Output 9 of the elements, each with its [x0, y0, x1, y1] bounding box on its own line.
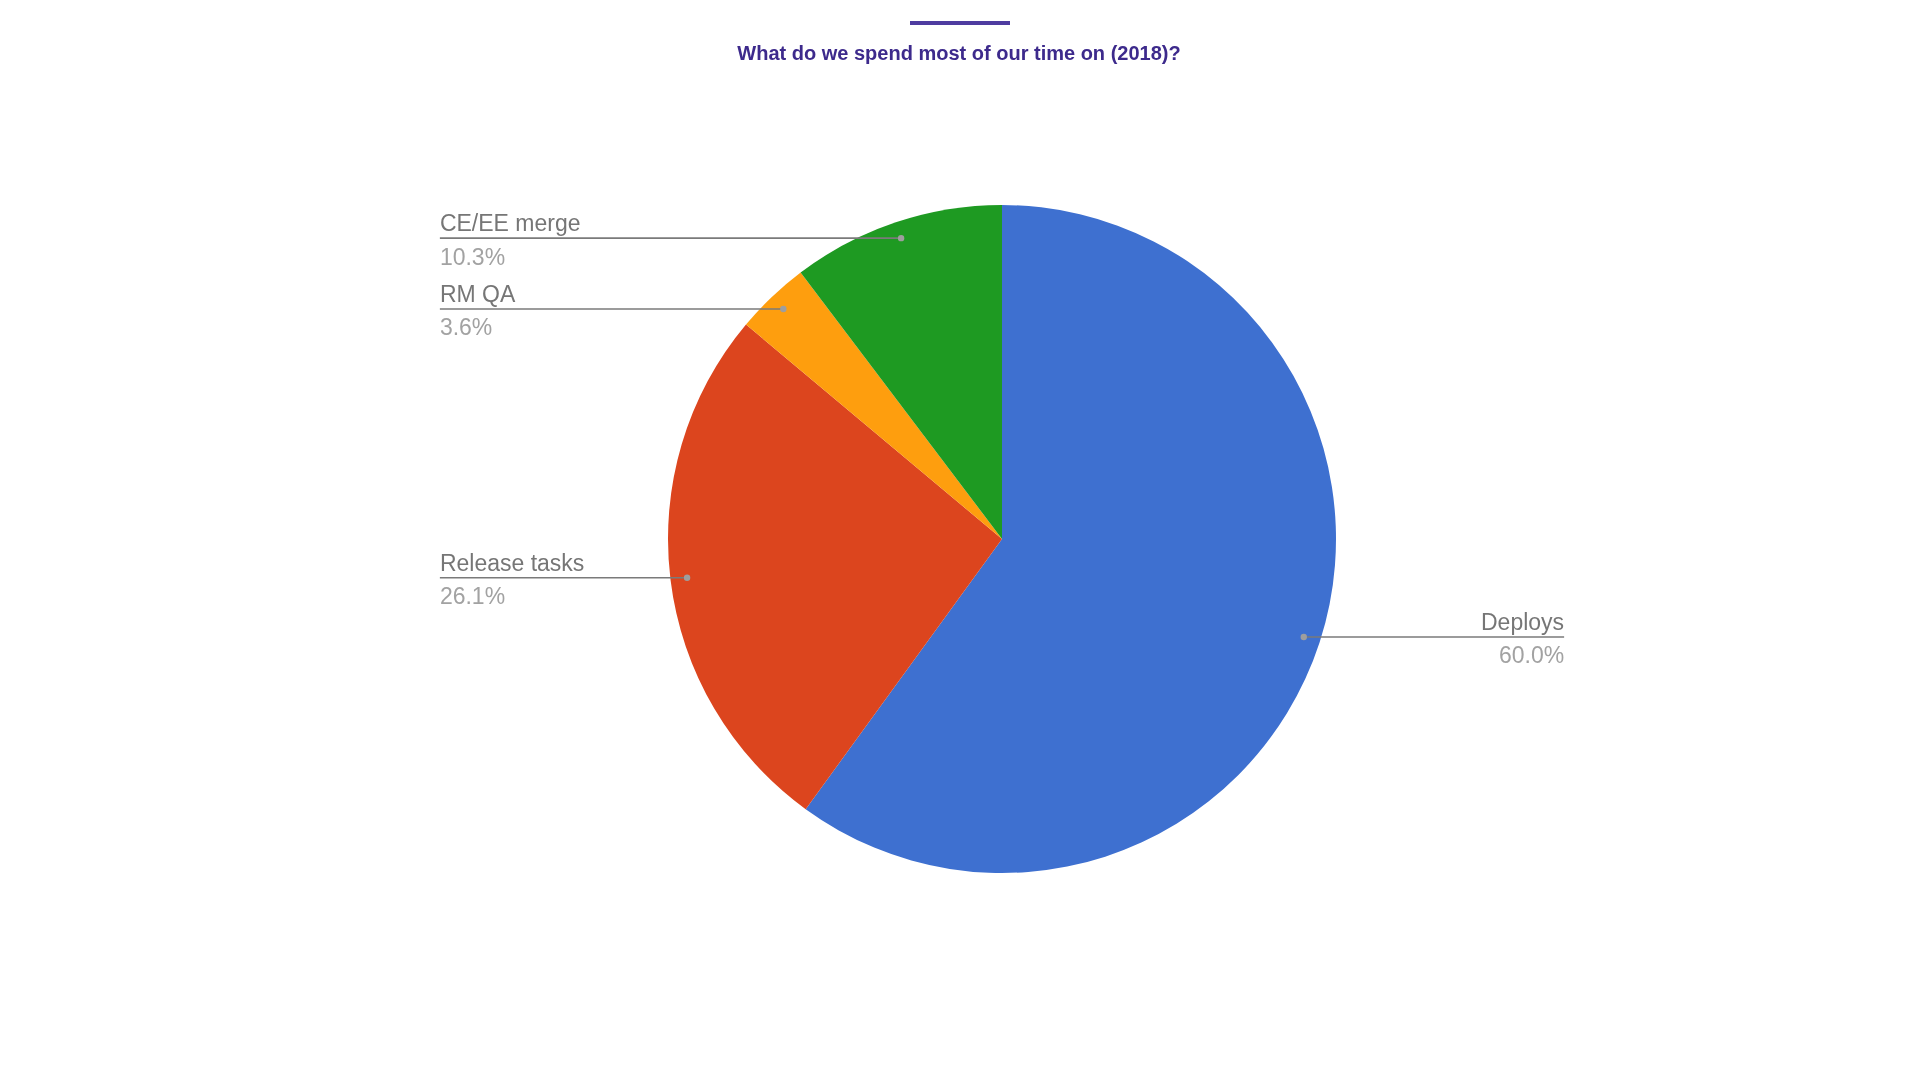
slice-label: Deploys — [1481, 609, 1565, 636]
slice-label: RM QA — [439, 281, 516, 308]
data-label: 60.0% — [1498, 642, 1565, 669]
data-label: 3.6% — [439, 314, 493, 341]
data-label: 26.1% — [439, 583, 506, 610]
slice-label: CE/EE merge — [439, 210, 581, 237]
slice-label: Release tasks — [439, 549, 585, 576]
data-label: 10.3% — [439, 243, 506, 270]
chart-title: What do we spend most of our time on (2018)? — [736, 41, 1182, 66]
